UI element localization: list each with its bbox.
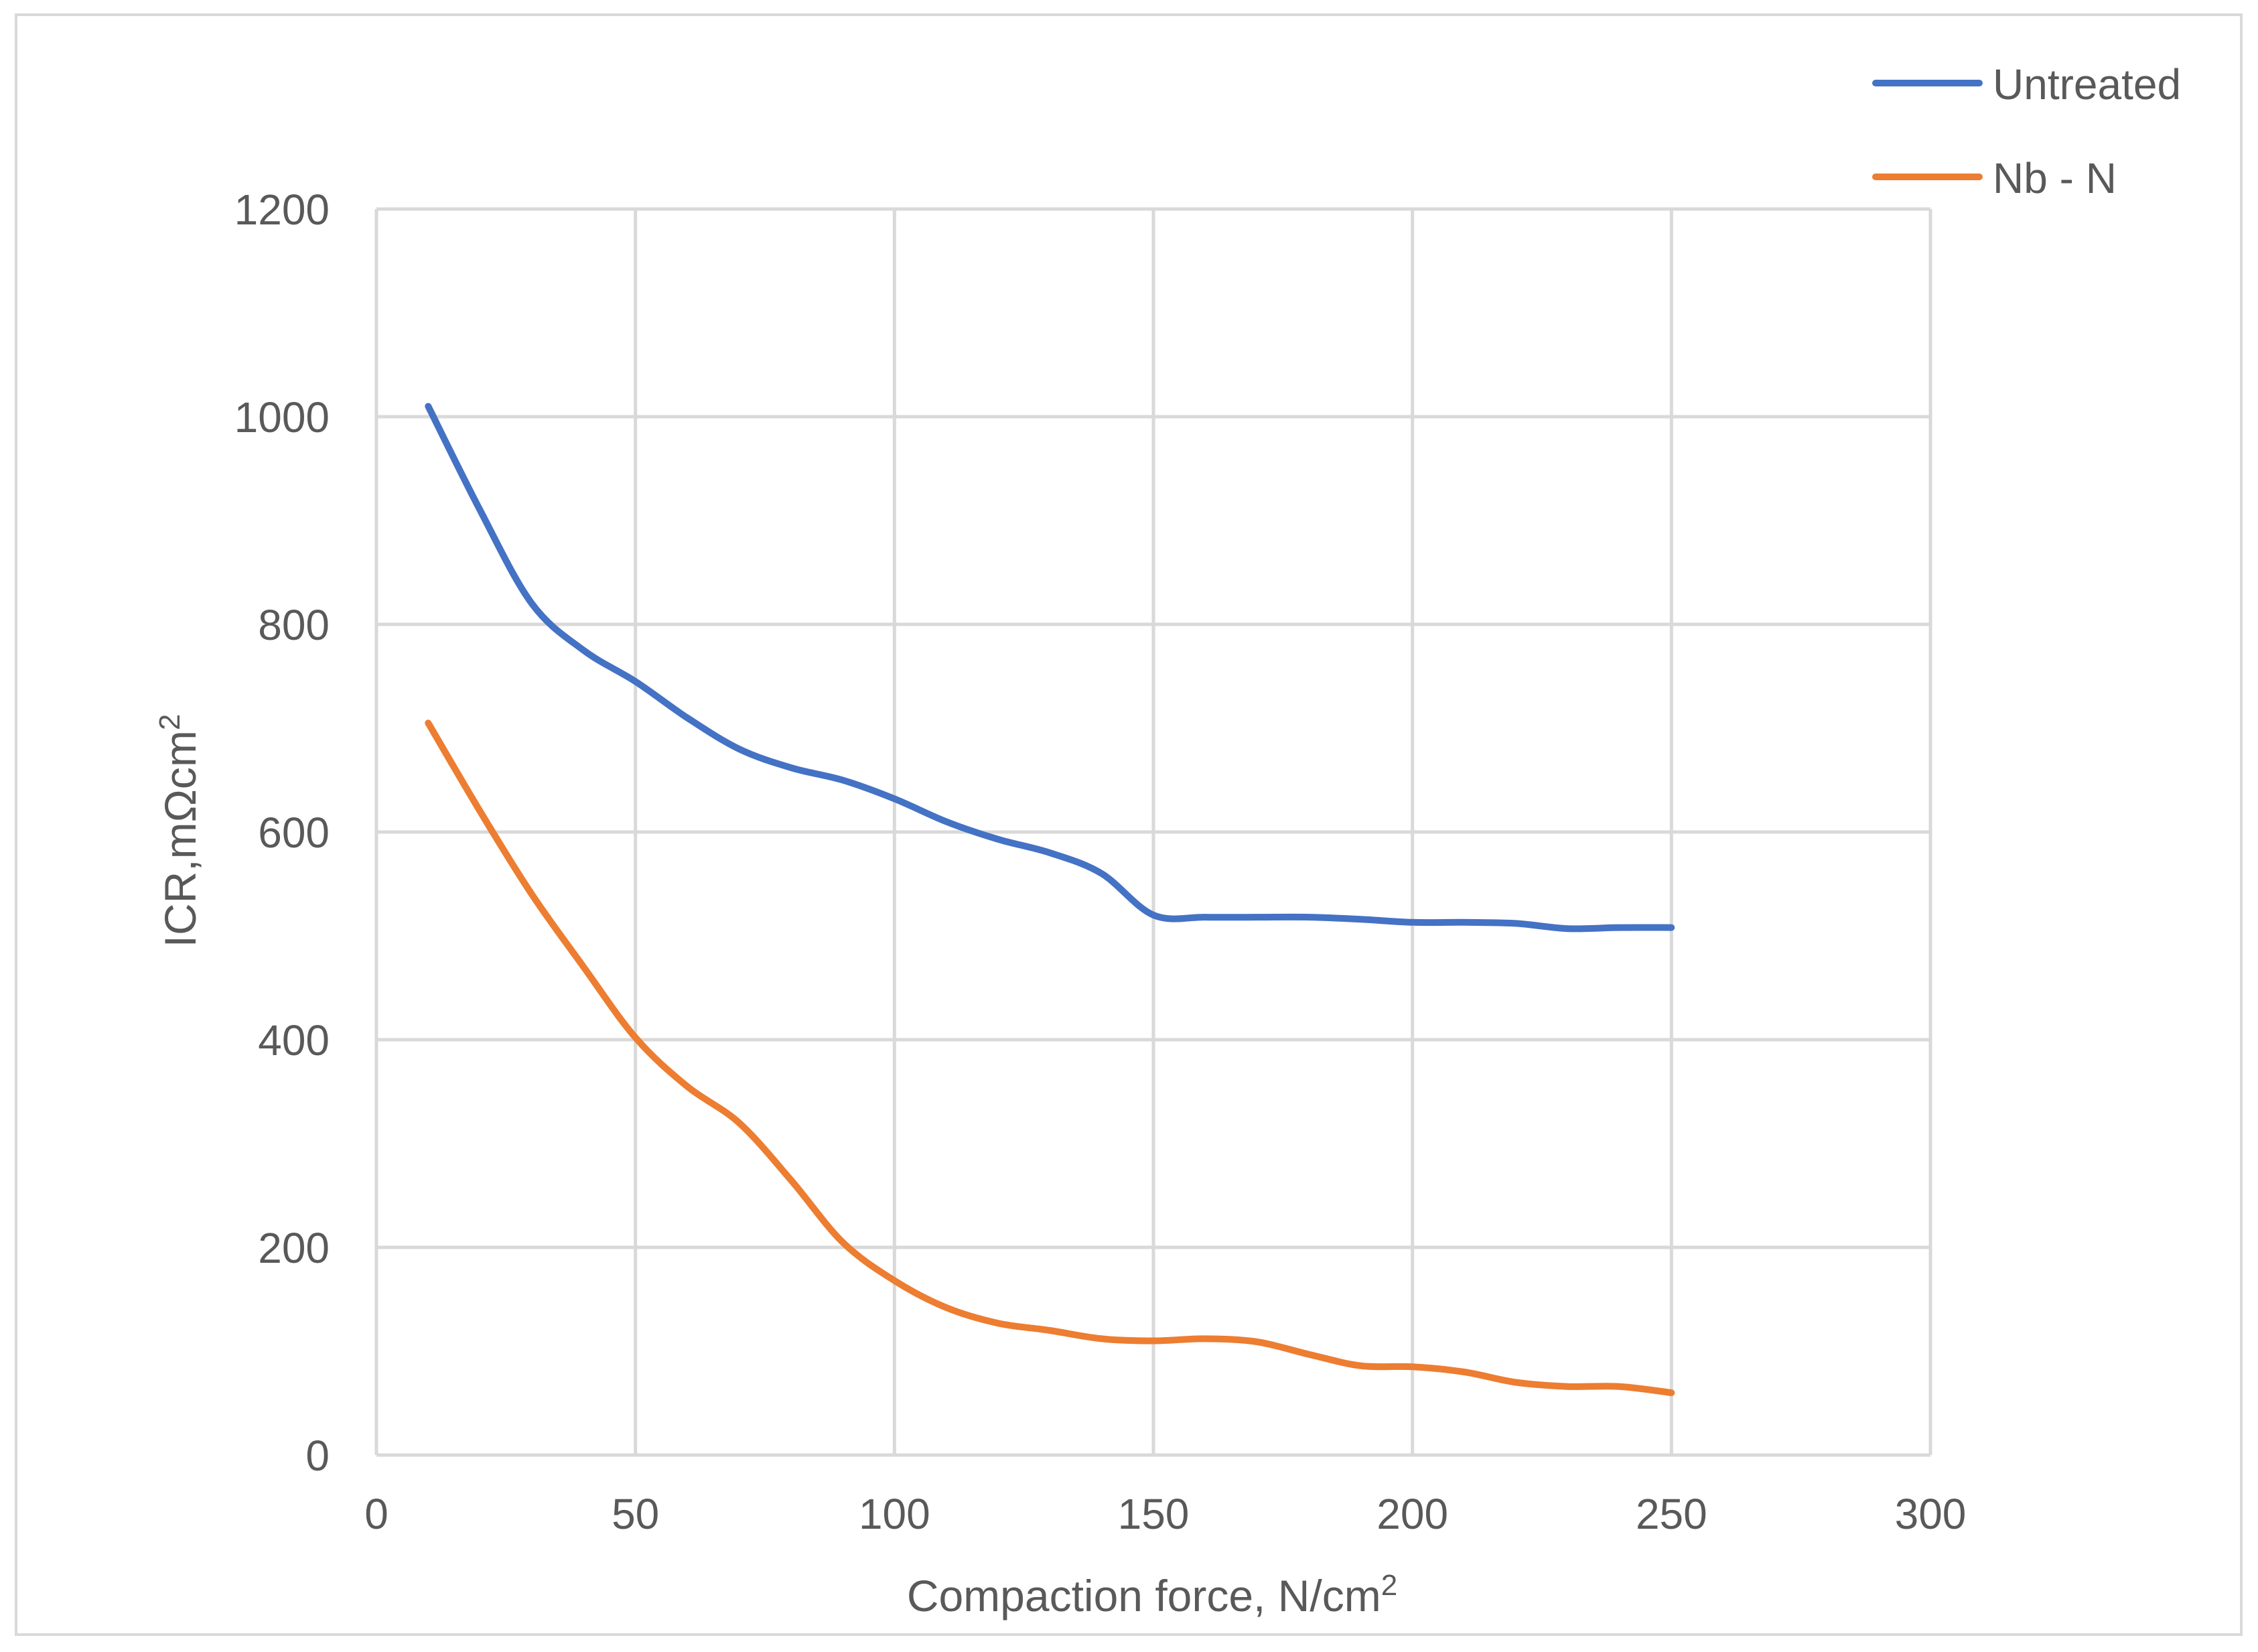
- x-tick-label: 150: [1118, 1490, 1190, 1538]
- y-tick-label: 400: [258, 1016, 330, 1064]
- x-tick-label: 100: [859, 1490, 930, 1538]
- y-tick-label: 800: [258, 601, 330, 649]
- x-tick-label: 250: [1636, 1490, 1707, 1538]
- legend-label-untreated: Untreated: [1993, 60, 2181, 109]
- x-tick-label: 300: [1895, 1490, 1967, 1538]
- x-tick-label: 50: [612, 1490, 659, 1538]
- legend-label-nb-n: Nb - N: [1993, 154, 2117, 202]
- y-tick-label: 0: [305, 1432, 330, 1480]
- chart-border: [15, 13, 2243, 1636]
- series-lines: [425, 403, 1675, 1396]
- y-tick-label: 1200: [234, 186, 330, 234]
- legend: Untreated Nb - N: [1872, 60, 2181, 202]
- y-tick-label: 200: [258, 1224, 330, 1272]
- y-tick-label: 600: [258, 809, 330, 857]
- series-line-nb-n: [425, 719, 1675, 1396]
- x-tick-label: 0: [364, 1490, 389, 1538]
- x-tick-label: 200: [1377, 1490, 1448, 1538]
- series-line-untreated: [425, 403, 1675, 933]
- x-axis-label: Compaction force, N/cm2: [907, 1569, 1397, 1621]
- y-tick-label: 1000: [234, 393, 330, 441]
- tick-labels: 0 200 400 600 800 1000 1200 0 50 100 150 200 250 300: [234, 186, 1967, 1538]
- gridlines: [374, 207, 1932, 1457]
- y-axis-label: ICR,mΩcm2: [153, 714, 205, 948]
